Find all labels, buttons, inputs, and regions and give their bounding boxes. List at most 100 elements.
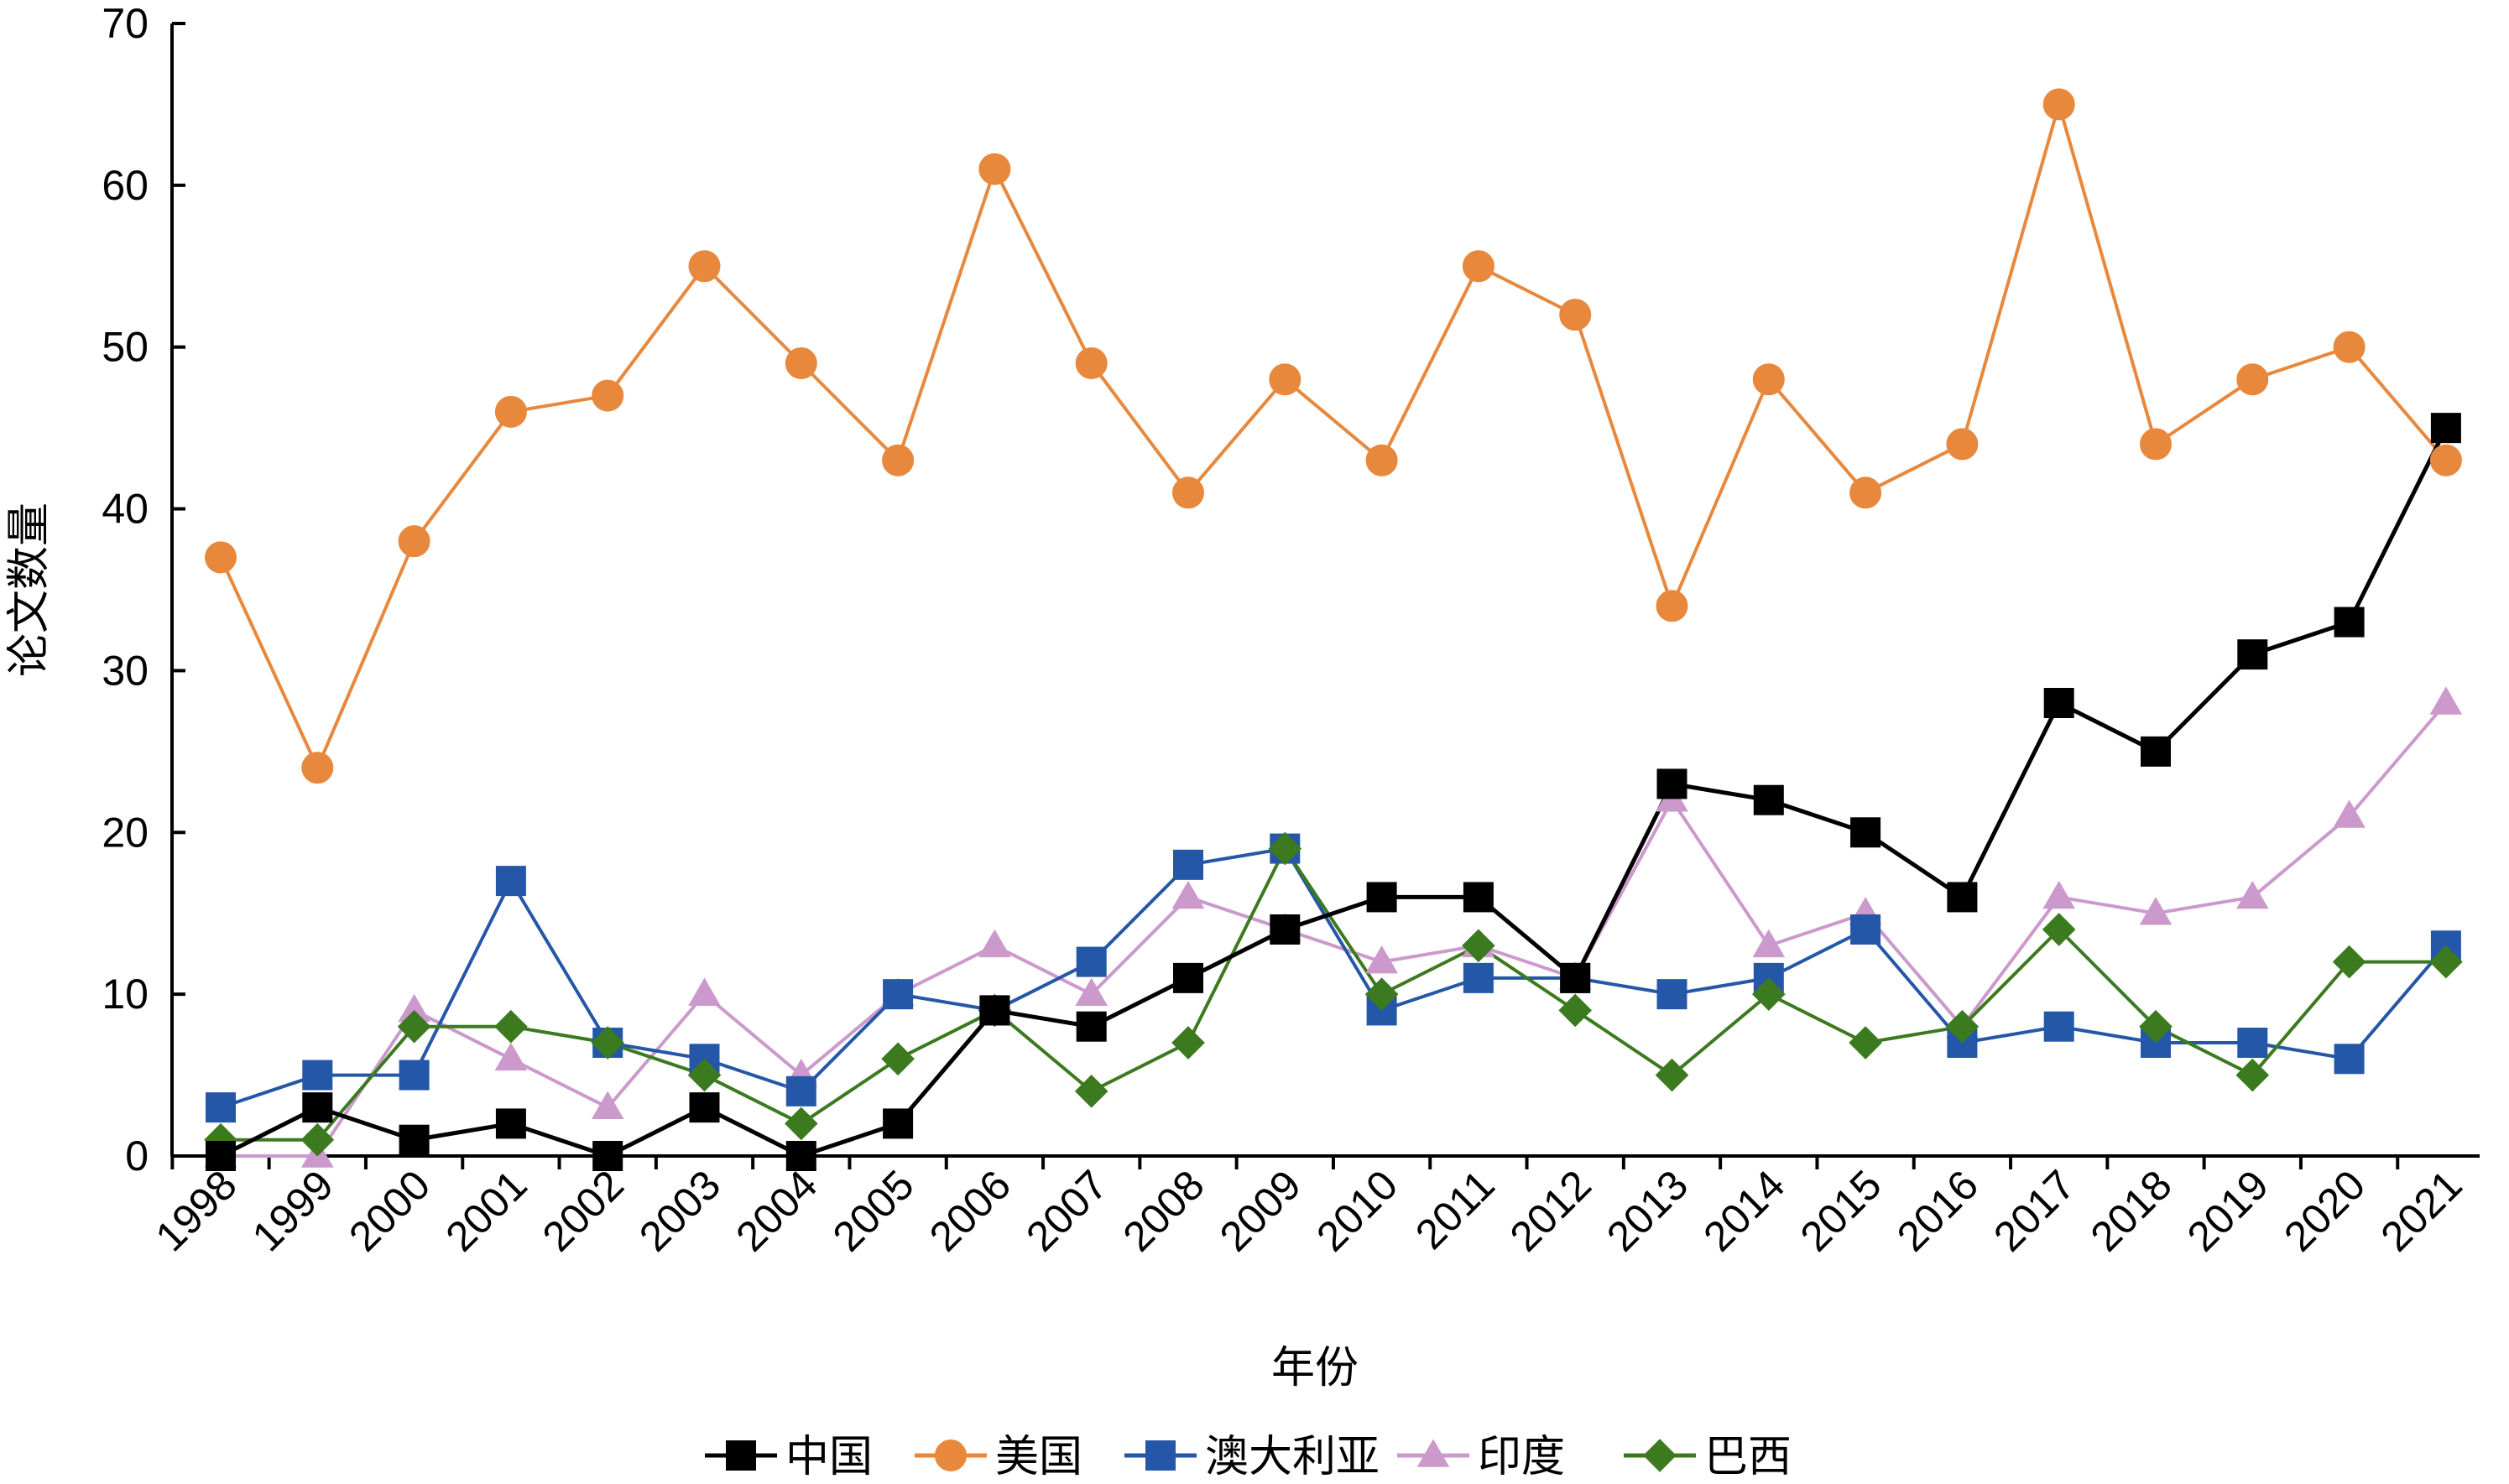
x-tick-label: 2013 <box>1598 1161 1697 1260</box>
x-tick-label: 2014 <box>1694 1161 1793 1260</box>
data-point <box>1462 929 1495 963</box>
data-point <box>689 1092 720 1123</box>
data-point <box>1366 882 1397 913</box>
data-point <box>1558 993 1593 1028</box>
y-axis-title: 论文数量 <box>4 502 55 677</box>
x-tick-label: 2017 <box>1985 1161 2084 1260</box>
data-point <box>1171 880 1205 909</box>
legend-item: 美国 <box>915 1432 1082 1482</box>
series-line-1 <box>219 427 2449 1159</box>
x-tick-label: 2019 <box>2178 1161 2277 1260</box>
x-axis-title: 年份 <box>1271 1343 1359 1393</box>
chart-legend: 中国 美国 澳大利亚 印度 巴西 <box>705 1432 1792 1482</box>
data-point <box>206 1092 236 1123</box>
data-point <box>2333 331 2366 363</box>
data-point <box>1075 347 1108 379</box>
y-tick-label: 20 <box>102 809 149 856</box>
data-point <box>883 979 914 1010</box>
data-point <box>495 866 526 897</box>
series-markers-2 <box>205 88 2462 784</box>
data-point <box>1463 882 1494 913</box>
series-line-2 <box>219 102 2448 770</box>
x-tick-label: 2021 <box>2371 1161 2470 1260</box>
data-point <box>494 1042 528 1071</box>
data-point <box>2042 913 2076 946</box>
data-point <box>1365 945 1398 974</box>
legend-label: 印度 <box>1478 1432 1565 1482</box>
data-point <box>2140 428 2172 461</box>
data-point <box>206 1141 236 1171</box>
x-tick-label: 2015 <box>1792 1161 1891 1260</box>
x-tick-label: 2018 <box>2082 1161 2181 1260</box>
data-point <box>1270 914 1301 945</box>
legend-item: 印度 <box>1397 1432 1565 1482</box>
data-point <box>591 1091 624 1119</box>
x-tick-label: 2006 <box>921 1161 1020 1260</box>
data-point <box>785 347 817 379</box>
x-tick-label: 1998 <box>147 1161 246 1260</box>
x-tick-label: 2004 <box>727 1161 826 1260</box>
data-point <box>1462 250 1494 283</box>
x-tick-label: 2000 <box>340 1161 439 1260</box>
data-point <box>1656 979 1687 1010</box>
data-point <box>784 1106 818 1141</box>
data-point <box>300 1122 335 1157</box>
data-point <box>1268 831 1302 866</box>
legend-label: 巴西 <box>1704 1432 1792 1482</box>
x-tick-label: 2010 <box>1307 1161 1406 1260</box>
data-point <box>1076 1011 1107 1042</box>
legend-item: 中国 <box>705 1432 873 1482</box>
data-point <box>2333 799 2366 828</box>
data-point <box>592 379 624 412</box>
data-point <box>1946 428 1979 461</box>
data-point <box>2334 607 2365 638</box>
series-markers-3 <box>206 833 2461 1123</box>
data-point <box>1753 784 1784 815</box>
data-point <box>1849 1026 1882 1060</box>
data-point <box>2429 444 2462 476</box>
data-point <box>1752 363 1785 396</box>
x-tick-label: 2020 <box>2275 1161 2374 1260</box>
data-point <box>399 1060 430 1091</box>
data-point <box>2141 736 2171 767</box>
legend-marker <box>1145 1440 1176 1471</box>
x-tick-label: 2008 <box>1114 1161 1213 1260</box>
data-point <box>1850 914 1881 945</box>
data-point <box>1172 476 1204 509</box>
x-tick-label: 2009 <box>1211 1161 1310 1260</box>
series-line-5 <box>221 846 2446 1142</box>
data-point <box>688 977 721 1006</box>
legend-marker <box>935 1440 967 1471</box>
data-point <box>591 1026 625 1060</box>
data-point <box>978 929 1011 958</box>
data-point <box>2429 686 2463 715</box>
data-point <box>301 752 334 784</box>
data-point <box>494 1009 528 1044</box>
x-tick-label: 2007 <box>1017 1161 1116 1260</box>
data-point <box>302 1092 333 1123</box>
data-point <box>785 1075 816 1106</box>
data-point <box>494 395 527 428</box>
data-point <box>2236 363 2269 396</box>
x-tick-label: 2016 <box>1888 1161 1987 1260</box>
series-markers <box>204 88 2463 1171</box>
legend-marker <box>726 1440 756 1471</box>
data-point <box>1656 590 1688 622</box>
y-tick-label: 60 <box>102 162 149 209</box>
data-point <box>2139 1009 2173 1044</box>
data-point <box>2332 945 2366 979</box>
data-point <box>2334 1044 2365 1075</box>
data-point <box>1752 929 1786 958</box>
legend-marker <box>1416 1439 1450 1467</box>
data-point <box>2139 897 2173 925</box>
y-tick-label: 70 <box>102 0 149 47</box>
data-point <box>2237 639 2268 670</box>
data-point <box>1074 1075 1108 1108</box>
x-tick-label: 2001 <box>436 1161 535 1260</box>
data-point <box>1076 946 1107 977</box>
data-point <box>1947 882 1978 913</box>
data-point <box>2235 880 2269 909</box>
data-point <box>1656 768 1687 799</box>
data-point <box>2042 88 2075 121</box>
